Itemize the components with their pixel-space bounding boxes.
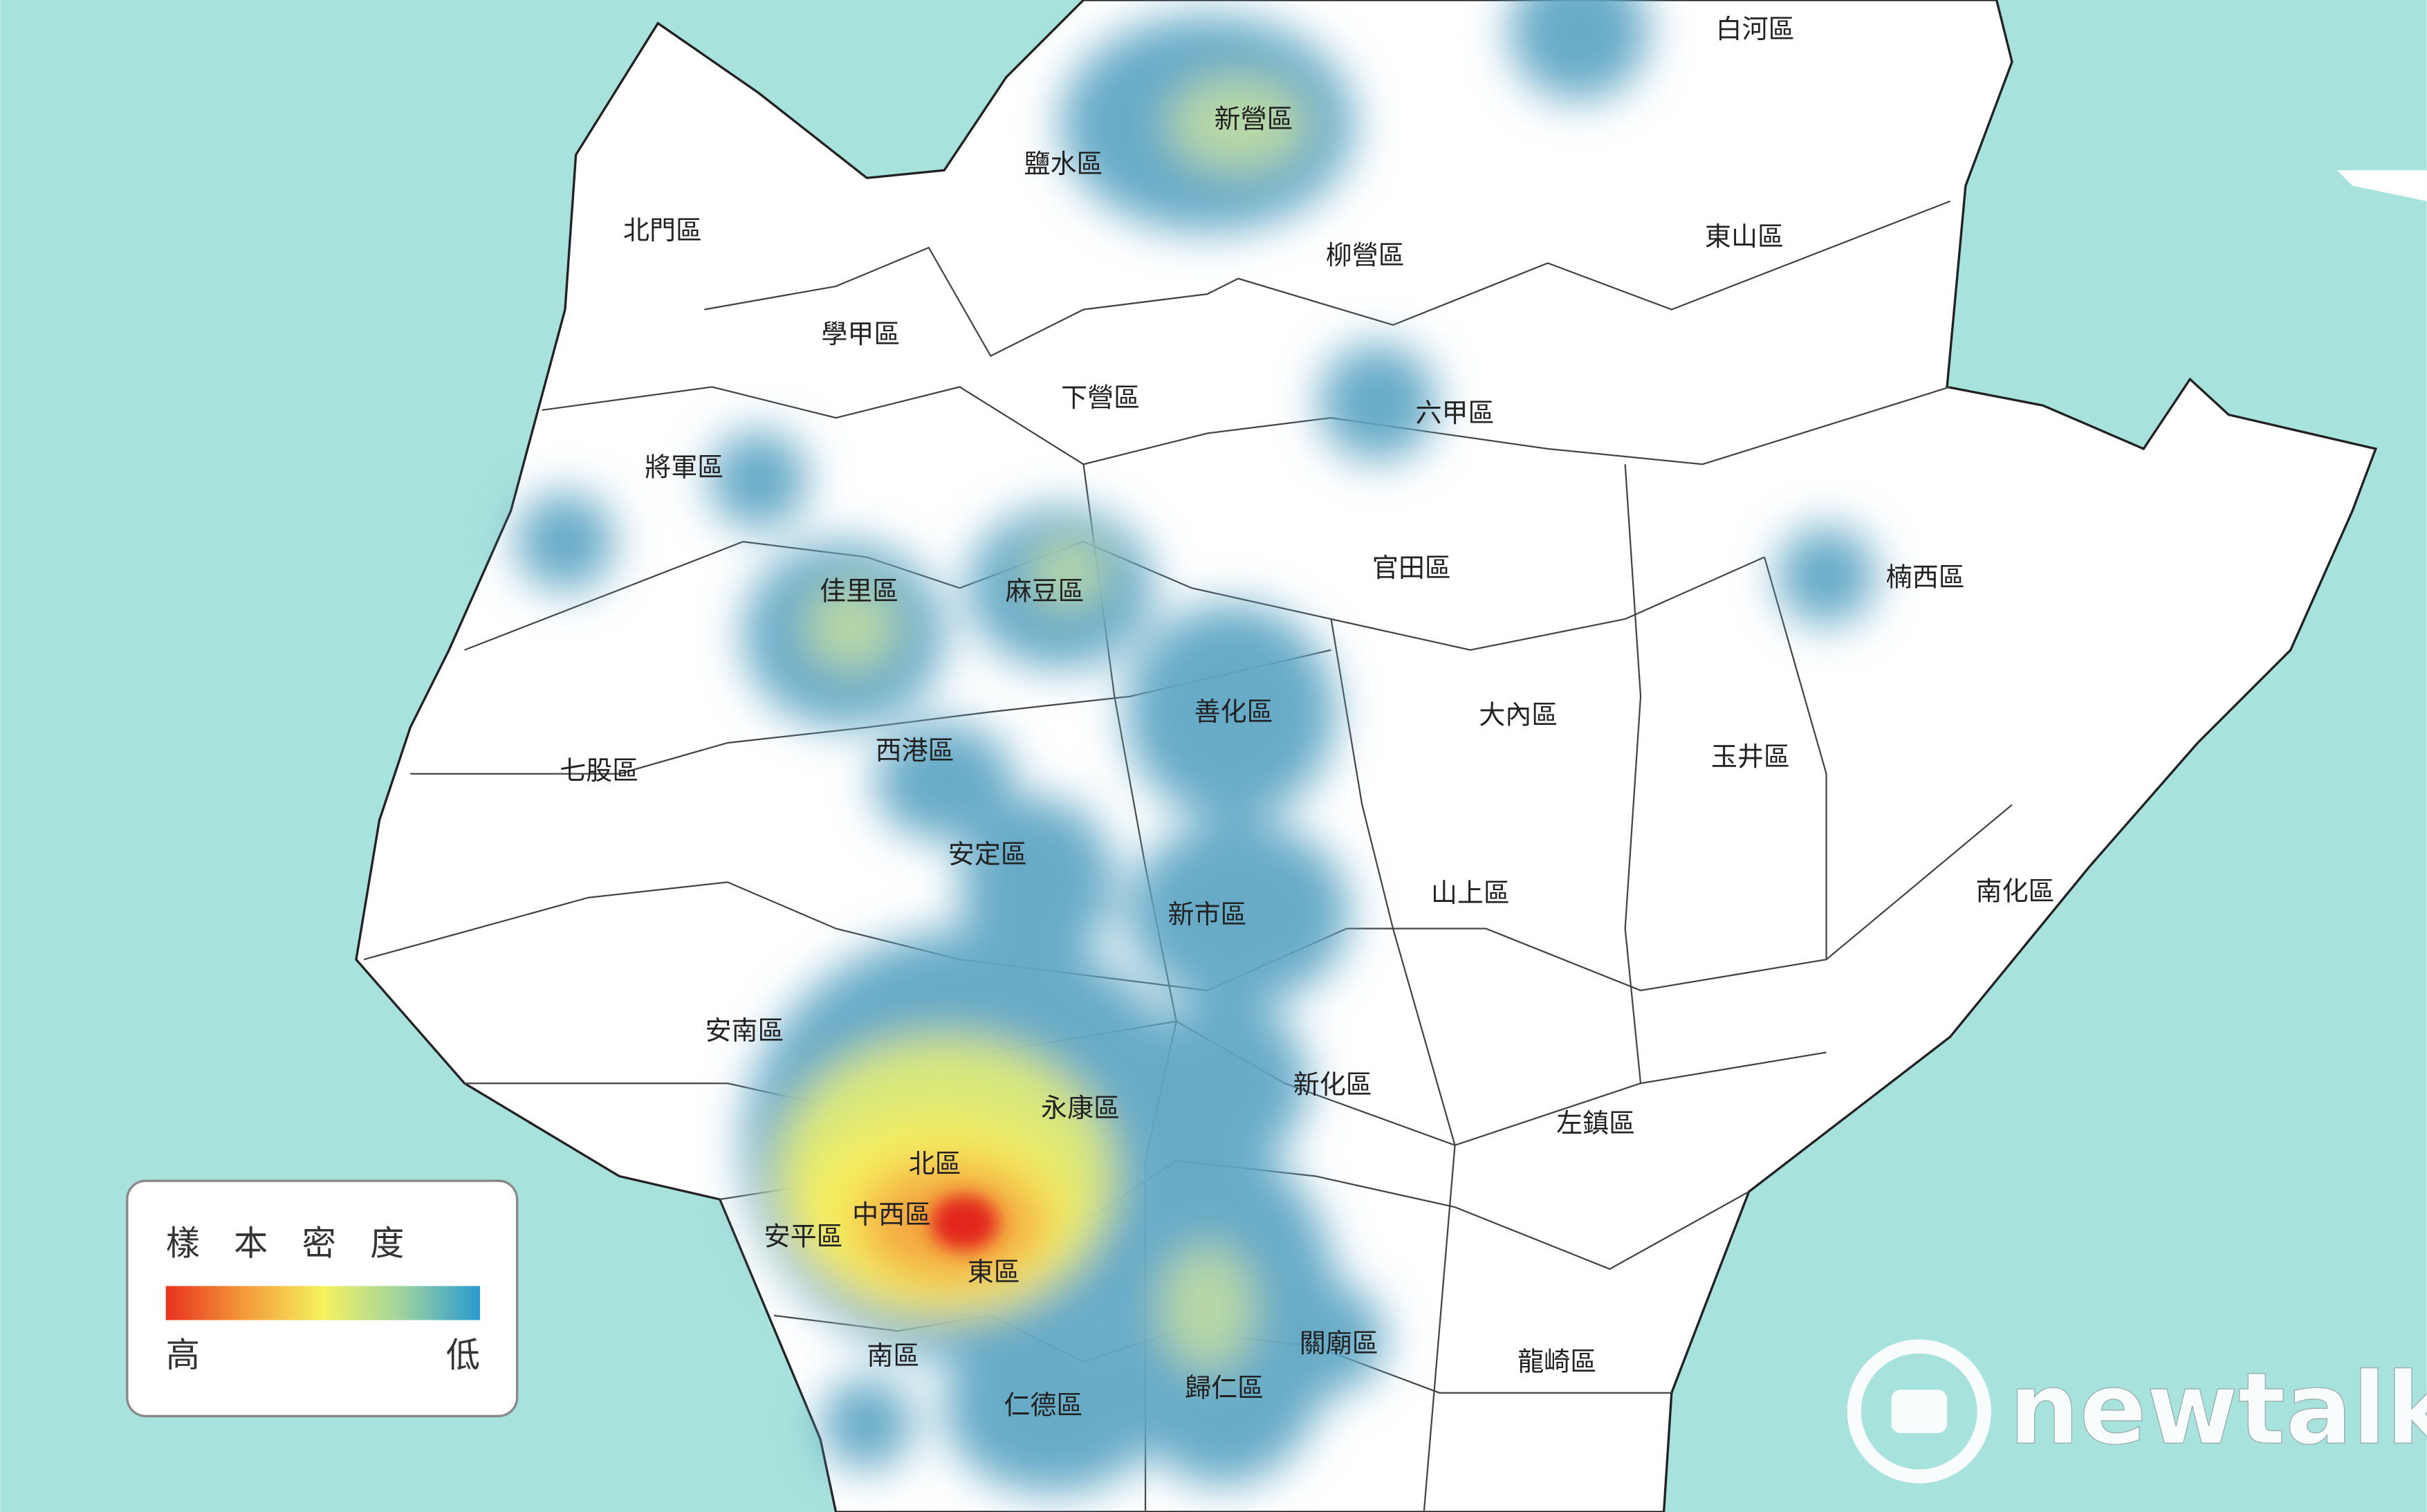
district-label: 鹽水區 bbox=[1024, 149, 1102, 179]
district-label: 白河區 bbox=[1716, 14, 1795, 44]
district-label: 麻豆區 bbox=[1006, 575, 1085, 606]
district-label: 龍崎區 bbox=[1517, 1347, 1596, 1377]
district-label: 官田區 bbox=[1372, 553, 1451, 583]
district-label: 東山區 bbox=[1705, 221, 1784, 252]
heat-layer bbox=[515, 0, 1876, 1494]
district-label: 佳里區 bbox=[820, 575, 898, 606]
watermark-text: newtalk bbox=[2009, 1351, 2427, 1466]
legend-high: 高 bbox=[166, 1335, 200, 1375]
logo bbox=[1847, 1339, 1991, 1484]
legend-low: 低 bbox=[446, 1335, 480, 1375]
district-label: 善化區 bbox=[1194, 697, 1273, 727]
watermark: newtalk bbox=[1847, 1339, 2427, 1484]
legend-gradient bbox=[165, 1286, 480, 1320]
district-label: 玉井區 bbox=[1711, 741, 1790, 772]
district-label: 左鎮區 bbox=[1556, 1108, 1635, 1138]
district-label: 新市區 bbox=[1168, 899, 1247, 930]
district-label: 西港區 bbox=[876, 735, 954, 766]
legend: 樣本密度 高 低 bbox=[126, 1179, 519, 1417]
district-label: 北區 bbox=[909, 1148, 961, 1179]
district-label: 新營區 bbox=[1215, 104, 1293, 134]
district-label: 中西區 bbox=[852, 1199, 931, 1230]
district-label: 歸仁區 bbox=[1185, 1373, 1264, 1403]
district-label: 柳營區 bbox=[1326, 240, 1405, 270]
district-label: 下營區 bbox=[1061, 382, 1140, 413]
district-label: 山上區 bbox=[1431, 878, 1510, 908]
district-label: 安南區 bbox=[705, 1015, 784, 1046]
legend-title: 樣本密度 bbox=[166, 1224, 439, 1264]
district-label: 安平區 bbox=[764, 1221, 843, 1251]
district-label: 楠西區 bbox=[1886, 562, 1965, 592]
district-label: 南化區 bbox=[1975, 876, 2054, 907]
district-label: 七股區 bbox=[560, 755, 638, 786]
district-label: 東區 bbox=[968, 1257, 1020, 1287]
district-label: 北門區 bbox=[623, 215, 702, 246]
district-label: 仁德區 bbox=[1004, 1390, 1082, 1420]
district-label: 南區 bbox=[867, 1340, 919, 1371]
logo-mark bbox=[1891, 1390, 1948, 1433]
district-label: 關廟區 bbox=[1300, 1328, 1378, 1358]
district-label: 大內區 bbox=[1479, 699, 1558, 730]
district-label: 安定區 bbox=[948, 839, 1027, 869]
district-label: 將軍區 bbox=[645, 452, 723, 482]
district-label: 學甲區 bbox=[821, 319, 900, 349]
district-label: 永康區 bbox=[1041, 1093, 1120, 1123]
district-label: 六甲區 bbox=[1416, 398, 1495, 428]
heat-core bbox=[930, 1195, 999, 1251]
district-label: 新化區 bbox=[1293, 1069, 1372, 1100]
